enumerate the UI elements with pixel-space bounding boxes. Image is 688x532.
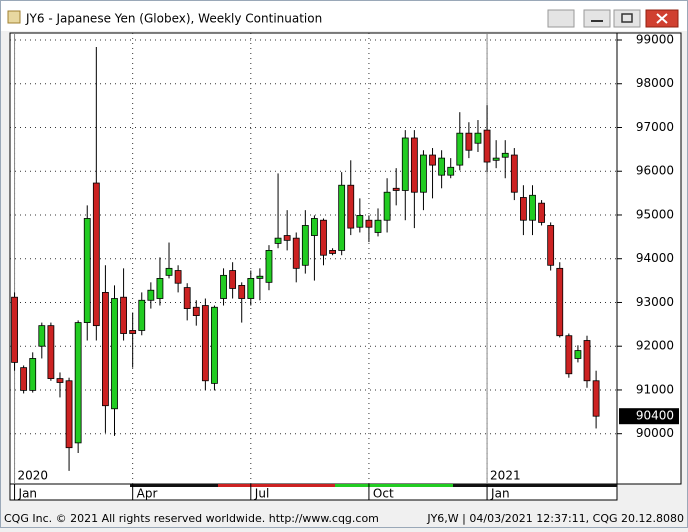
y-tick-label: 93000 [636,295,674,309]
candle-body [547,225,555,266]
year-label: 2021 [490,469,521,483]
y-tick-label: 94000 [636,251,674,265]
close-icon [656,13,668,24]
y-tick-label: 99000 [636,32,674,46]
candle-body [165,267,173,276]
candle-body [211,306,218,384]
candle-body [356,215,364,228]
maximize-button[interactable] [613,9,641,28]
quarter-bar [453,484,570,487]
candle-body [192,306,200,316]
quarter-bar [335,484,453,487]
candle-body [174,270,182,284]
candle-body [65,380,73,449]
candle-body [383,191,391,221]
candle-body [556,267,564,337]
minimize-button[interactable] [583,9,611,28]
candle-body [510,154,518,193]
y-tick-label: 96000 [636,164,674,178]
candle-body [220,274,227,299]
y-tick-label: 95000 [636,207,674,221]
candle-body [83,218,91,323]
candle-body [538,202,545,223]
candle-body [292,237,300,269]
candle-body [374,219,382,233]
candle-body [129,330,137,334]
candle-body [583,340,591,382]
candle-body [156,278,164,299]
candle-body [47,325,55,379]
last-value-label: 90400 [636,409,674,423]
candle-body [238,285,246,299]
candle-body [56,378,64,383]
x-tick-label: Oct [373,487,394,501]
footer-left: CQG Inc. © 2021 All rights reserved worl… [4,512,379,525]
app-icon [7,10,21,24]
candle-body [420,154,427,193]
candle-body [102,292,109,407]
candle-body [456,132,464,166]
quarter-bar [218,484,335,487]
candle-body [111,298,118,410]
y-tick-label: 92000 [636,339,674,353]
candle-body [20,367,28,391]
candle-body [365,219,373,228]
candle-body [401,137,409,191]
candle-body [329,250,336,254]
maximize-icon [621,13,633,23]
candle-body [438,157,446,176]
candle-body [11,296,18,363]
candle-body [256,275,264,279]
candle-body [592,380,600,417]
window-title: JY6 - Japanese Yen (Globex), Weekly Cont… [25,12,322,26]
y-tick-label: 90000 [636,426,674,440]
candle-body [429,154,436,166]
y-tick-label: 97000 [636,120,674,134]
candle-body [120,296,127,334]
candle-body [520,197,527,221]
candle-body [320,219,327,256]
year-label: 2020 [18,469,49,483]
footer-right: JY6,W | 04/03/2021 12:37:11, CQG 20.12.8… [426,512,684,525]
candle-body [529,194,536,221]
y-tick-label: 98000 [636,76,674,90]
candle-body [301,225,309,266]
candle-body [138,299,146,331]
y-tick-label: 91000 [636,382,674,396]
candle-body [92,182,100,327]
candle-body [483,129,491,163]
x-tick-label: Apr [137,487,158,501]
candle-body [283,235,291,241]
candle-body [74,322,82,444]
link-button[interactable] [547,9,575,28]
candle-body [492,157,500,161]
quarter-bar [570,484,617,487]
candle-body [147,289,155,301]
candle-body [410,137,418,193]
candle-body [338,184,346,251]
candle-body [183,287,191,309]
quarter-bar [130,484,218,487]
candle-body [574,350,582,359]
candle-body [265,250,273,283]
x-tick-label: Jul [254,487,269,501]
candle-body [347,184,355,229]
candle-body [247,278,255,299]
candle-body [392,187,400,191]
candle-body [447,166,455,176]
candle-body [565,335,573,375]
x-tick-label: Jan [18,487,37,501]
candle-body [465,132,473,151]
x-tick-label: Jan [490,487,510,501]
candle-body [501,152,509,158]
last-value-box [619,408,679,425]
candle-body [474,132,482,144]
candle-body [311,218,318,236]
candle-body [274,237,282,244]
candle-body [38,325,46,347]
candle-body [201,305,209,382]
candle-body [229,270,237,289]
candle-body [29,358,37,391]
